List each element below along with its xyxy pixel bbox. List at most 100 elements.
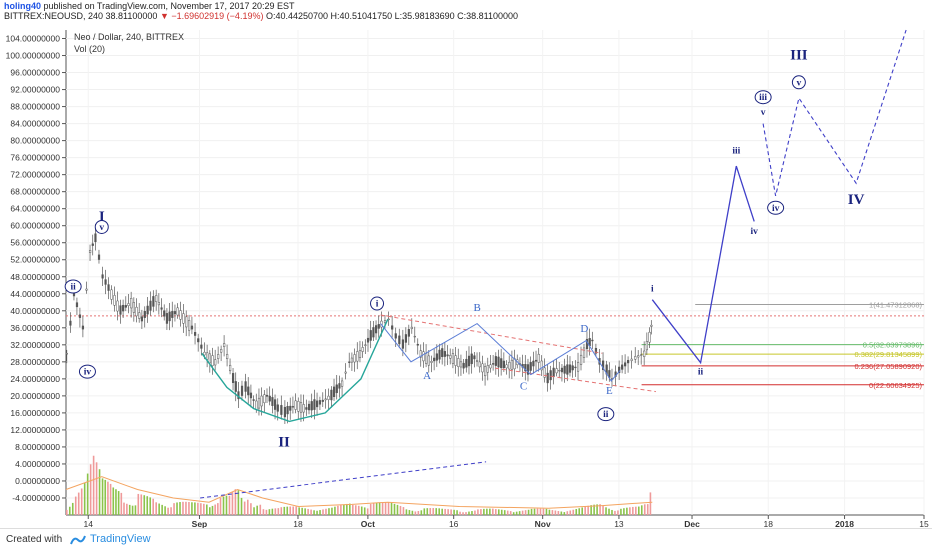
volume-bar bbox=[337, 505, 339, 515]
candle-body bbox=[69, 320, 72, 326]
candle-body bbox=[231, 373, 235, 383]
candle-body bbox=[152, 296, 155, 307]
candle-body bbox=[257, 397, 261, 409]
volume-bar bbox=[222, 496, 225, 515]
tradingview-brand[interactable]: TradingView bbox=[90, 533, 151, 545]
volume-bar bbox=[602, 505, 604, 515]
candle-body bbox=[630, 358, 633, 361]
volume-bar bbox=[194, 502, 196, 515]
candle-body bbox=[291, 406, 295, 408]
y-tick-label: 88.00000000 bbox=[10, 102, 60, 112]
x-tick-label: 2018 bbox=[835, 519, 854, 528]
volume-bar bbox=[575, 508, 578, 515]
volume-bar bbox=[512, 512, 515, 515]
volume-bar bbox=[447, 509, 449, 515]
candle-body bbox=[446, 354, 449, 357]
candle-body bbox=[350, 357, 354, 363]
volume-bar bbox=[250, 503, 252, 515]
y-tick-label: 36.00000000 bbox=[10, 323, 60, 333]
candle-body bbox=[574, 366, 577, 369]
y-tick-label: 32.00000000 bbox=[10, 340, 60, 350]
x-tick-label: Dec bbox=[684, 519, 700, 528]
candle-body bbox=[425, 353, 428, 364]
volume-bar bbox=[283, 506, 286, 515]
candle-body bbox=[244, 381, 247, 392]
publish-line: holing40 published on TradingView.com, N… bbox=[4, 1, 295, 11]
candle-body bbox=[383, 320, 387, 323]
x-tick-label: 15 bbox=[919, 519, 929, 528]
volume-bar bbox=[128, 504, 131, 515]
candle-body bbox=[537, 353, 540, 363]
volume-bar bbox=[155, 502, 157, 515]
volume-bar bbox=[432, 508, 435, 515]
candle-body bbox=[138, 312, 141, 319]
volume-bar bbox=[298, 507, 300, 515]
volume-bar bbox=[137, 493, 140, 515]
volume-bar bbox=[211, 505, 214, 515]
volume-bar bbox=[68, 506, 71, 515]
volume-bar bbox=[542, 508, 545, 515]
author-name[interactable]: holing40 bbox=[4, 1, 42, 11]
volume-bar bbox=[524, 510, 527, 515]
wave-projection-dashed bbox=[762, 29, 907, 197]
volume-bar bbox=[280, 507, 283, 515]
wave-label: v bbox=[99, 223, 104, 233]
candle-body bbox=[576, 362, 580, 372]
wave-label: i bbox=[376, 300, 379, 310]
wave-label: A bbox=[423, 370, 431, 382]
volume-bar bbox=[173, 503, 175, 515]
volume-bar bbox=[149, 497, 152, 515]
y-tick-label: 20.00000000 bbox=[10, 391, 60, 401]
candle-body bbox=[168, 311, 171, 322]
volume-bar bbox=[497, 509, 500, 515]
volume-bar bbox=[170, 507, 172, 515]
volume-bar bbox=[354, 505, 357, 515]
volume-bar bbox=[158, 503, 160, 515]
wave-label: ii bbox=[71, 283, 77, 293]
volume-bar bbox=[572, 509, 575, 515]
candle-body bbox=[321, 399, 324, 402]
candle-body bbox=[273, 399, 277, 410]
price-chart[interactable]: 104.00000000 100.00000000 96.00000000 92.00… bbox=[0, 22, 932, 528]
volume-bar bbox=[360, 506, 363, 515]
volume-bar bbox=[301, 507, 303, 515]
candle-body bbox=[104, 279, 107, 285]
candle-body bbox=[546, 372, 549, 384]
volume-bar bbox=[495, 509, 497, 515]
volume-bar bbox=[584, 506, 586, 515]
volume-bar bbox=[115, 489, 117, 515]
candle-body bbox=[419, 350, 422, 358]
y-tick-label: 24.00000000 bbox=[10, 374, 60, 384]
volume-bar bbox=[253, 507, 255, 515]
candle-body bbox=[182, 313, 185, 324]
volume-bar bbox=[366, 508, 369, 515]
volume-bar bbox=[316, 510, 318, 515]
fib-level-label: 0(22.60634925) bbox=[869, 381, 922, 390]
candle-body bbox=[176, 307, 179, 316]
candle-body bbox=[271, 397, 274, 406]
triangle-wave-path bbox=[380, 322, 621, 382]
candle-body bbox=[276, 404, 279, 412]
candle-body bbox=[197, 338, 200, 343]
candle-body bbox=[377, 324, 380, 329]
y-tick-label: 4.00000000 bbox=[15, 459, 60, 469]
candle-body bbox=[149, 300, 152, 311]
wave-label: iv bbox=[84, 368, 92, 378]
candle-body bbox=[543, 367, 546, 378]
volume-bar bbox=[486, 508, 488, 515]
volume-bar bbox=[206, 504, 208, 515]
candle-body bbox=[208, 353, 211, 364]
candle-body bbox=[338, 383, 341, 389]
volume-bar bbox=[414, 511, 417, 515]
candle-body bbox=[459, 361, 463, 368]
candle-body bbox=[505, 364, 508, 369]
candle-body bbox=[404, 334, 407, 343]
volume-bar bbox=[214, 504, 216, 515]
candle-body bbox=[327, 395, 330, 400]
volume-bar bbox=[539, 508, 542, 515]
volume-bar bbox=[71, 502, 74, 515]
y-tick-label: 60.00000000 bbox=[10, 221, 60, 231]
wave-label-circle bbox=[78, 364, 96, 379]
volume-bar bbox=[530, 508, 533, 515]
volume-bar bbox=[152, 498, 154, 515]
